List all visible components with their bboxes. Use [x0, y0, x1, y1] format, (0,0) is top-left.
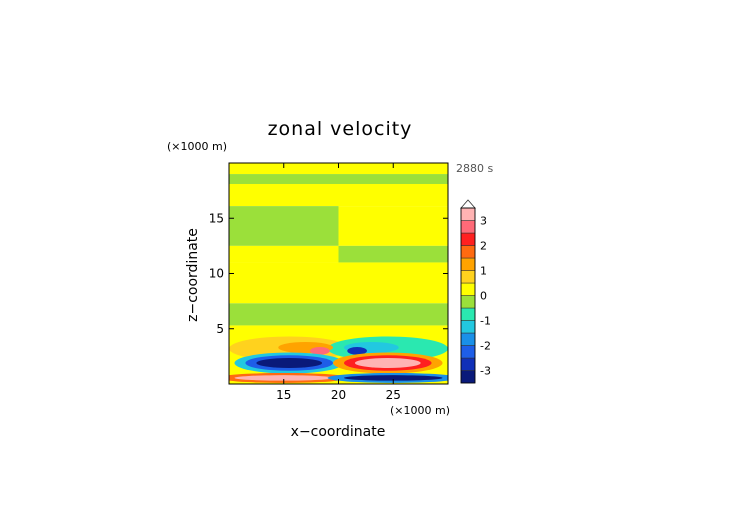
- contour-feature-11: [354, 358, 421, 368]
- time-label: 2880 s: [456, 162, 493, 175]
- colorbar-tick-label-5: 2: [480, 240, 487, 253]
- colorbar-swatch-0: [460, 370, 476, 384]
- band-left-3: [229, 206, 339, 246]
- colorbar-tick-label-1: -2: [480, 340, 491, 353]
- colorbar-tick-label-2: -1: [480, 315, 491, 328]
- contour-feature-8: [256, 358, 323, 368]
- contour-feature-5: [347, 346, 367, 355]
- contour-feature-15: [343, 375, 443, 381]
- chart-title: zonal velocity: [268, 118, 413, 140]
- colorbar-tick-label-4: 1: [480, 265, 487, 278]
- colorbar-extend-arrow: [460, 199, 476, 209]
- colorbar-swatch-10: [460, 245, 476, 259]
- colorbar-swatch-12: [460, 220, 476, 234]
- contour-feature-4: [310, 346, 330, 355]
- contour-field: [229, 163, 448, 384]
- x-tick-label-25: 25: [386, 388, 401, 402]
- colorbar-swatch-1: [460, 357, 476, 371]
- colorbar: -3 -2 -1 0 1 2 3: [460, 199, 491, 384]
- x-tick-label-20: 20: [331, 388, 346, 402]
- colorbar-frame: [460, 207, 476, 384]
- colorbar-swatch-9: [460, 257, 476, 271]
- band-right-4: [338, 245, 448, 263]
- colorbar-swatch-7: [460, 282, 476, 296]
- band-left-2: [229, 183, 339, 207]
- colorbar-swatch-5: [460, 307, 476, 321]
- band-left-5: [229, 262, 339, 304]
- plot-frame: [228, 162, 449, 385]
- band-right-0: [338, 163, 448, 175]
- colorbar-tick-label-6: 3: [480, 215, 487, 228]
- band-right-6: [338, 303, 448, 326]
- band-left-4: [229, 245, 339, 263]
- y-unit-label: (×1000 m): [167, 140, 227, 153]
- colorbar-tick-label-3: 0: [480, 290, 487, 303]
- y-tick-label-5: 5: [216, 322, 224, 336]
- y-tick-label-10: 10: [209, 267, 224, 281]
- band-right-1: [338, 174, 448, 184]
- y-axis-label: z−coordinate: [185, 228, 201, 322]
- band-right-3: [338, 206, 448, 246]
- colorbar-swatch-11: [460, 232, 476, 246]
- contour-feature-13: [234, 375, 334, 381]
- y-tick-label-15: 15: [209, 211, 224, 225]
- colorbar-swatch-6: [460, 295, 476, 309]
- band-left-6: [229, 303, 339, 326]
- band-right-2: [338, 183, 448, 207]
- band-left-1: [229, 174, 339, 184]
- x-unit-label: (×1000 m): [390, 404, 450, 417]
- colorbar-swatch-8: [460, 270, 476, 284]
- colorbar-swatch-2: [460, 345, 476, 359]
- colorbar-swatch-4: [460, 320, 476, 334]
- x-axis-label: x−coordinate: [291, 424, 386, 440]
- colorbar-tick-label-0: -3: [480, 365, 491, 378]
- axis-ticks: 15 20 25 5 10 15: [209, 163, 448, 402]
- band-right-5: [338, 262, 448, 304]
- x-tick-label-15: 15: [276, 388, 291, 402]
- colorbar-swatch-3: [460, 332, 476, 346]
- colorbar-swatch-13: [460, 207, 476, 221]
- band-left-0: [229, 163, 339, 175]
